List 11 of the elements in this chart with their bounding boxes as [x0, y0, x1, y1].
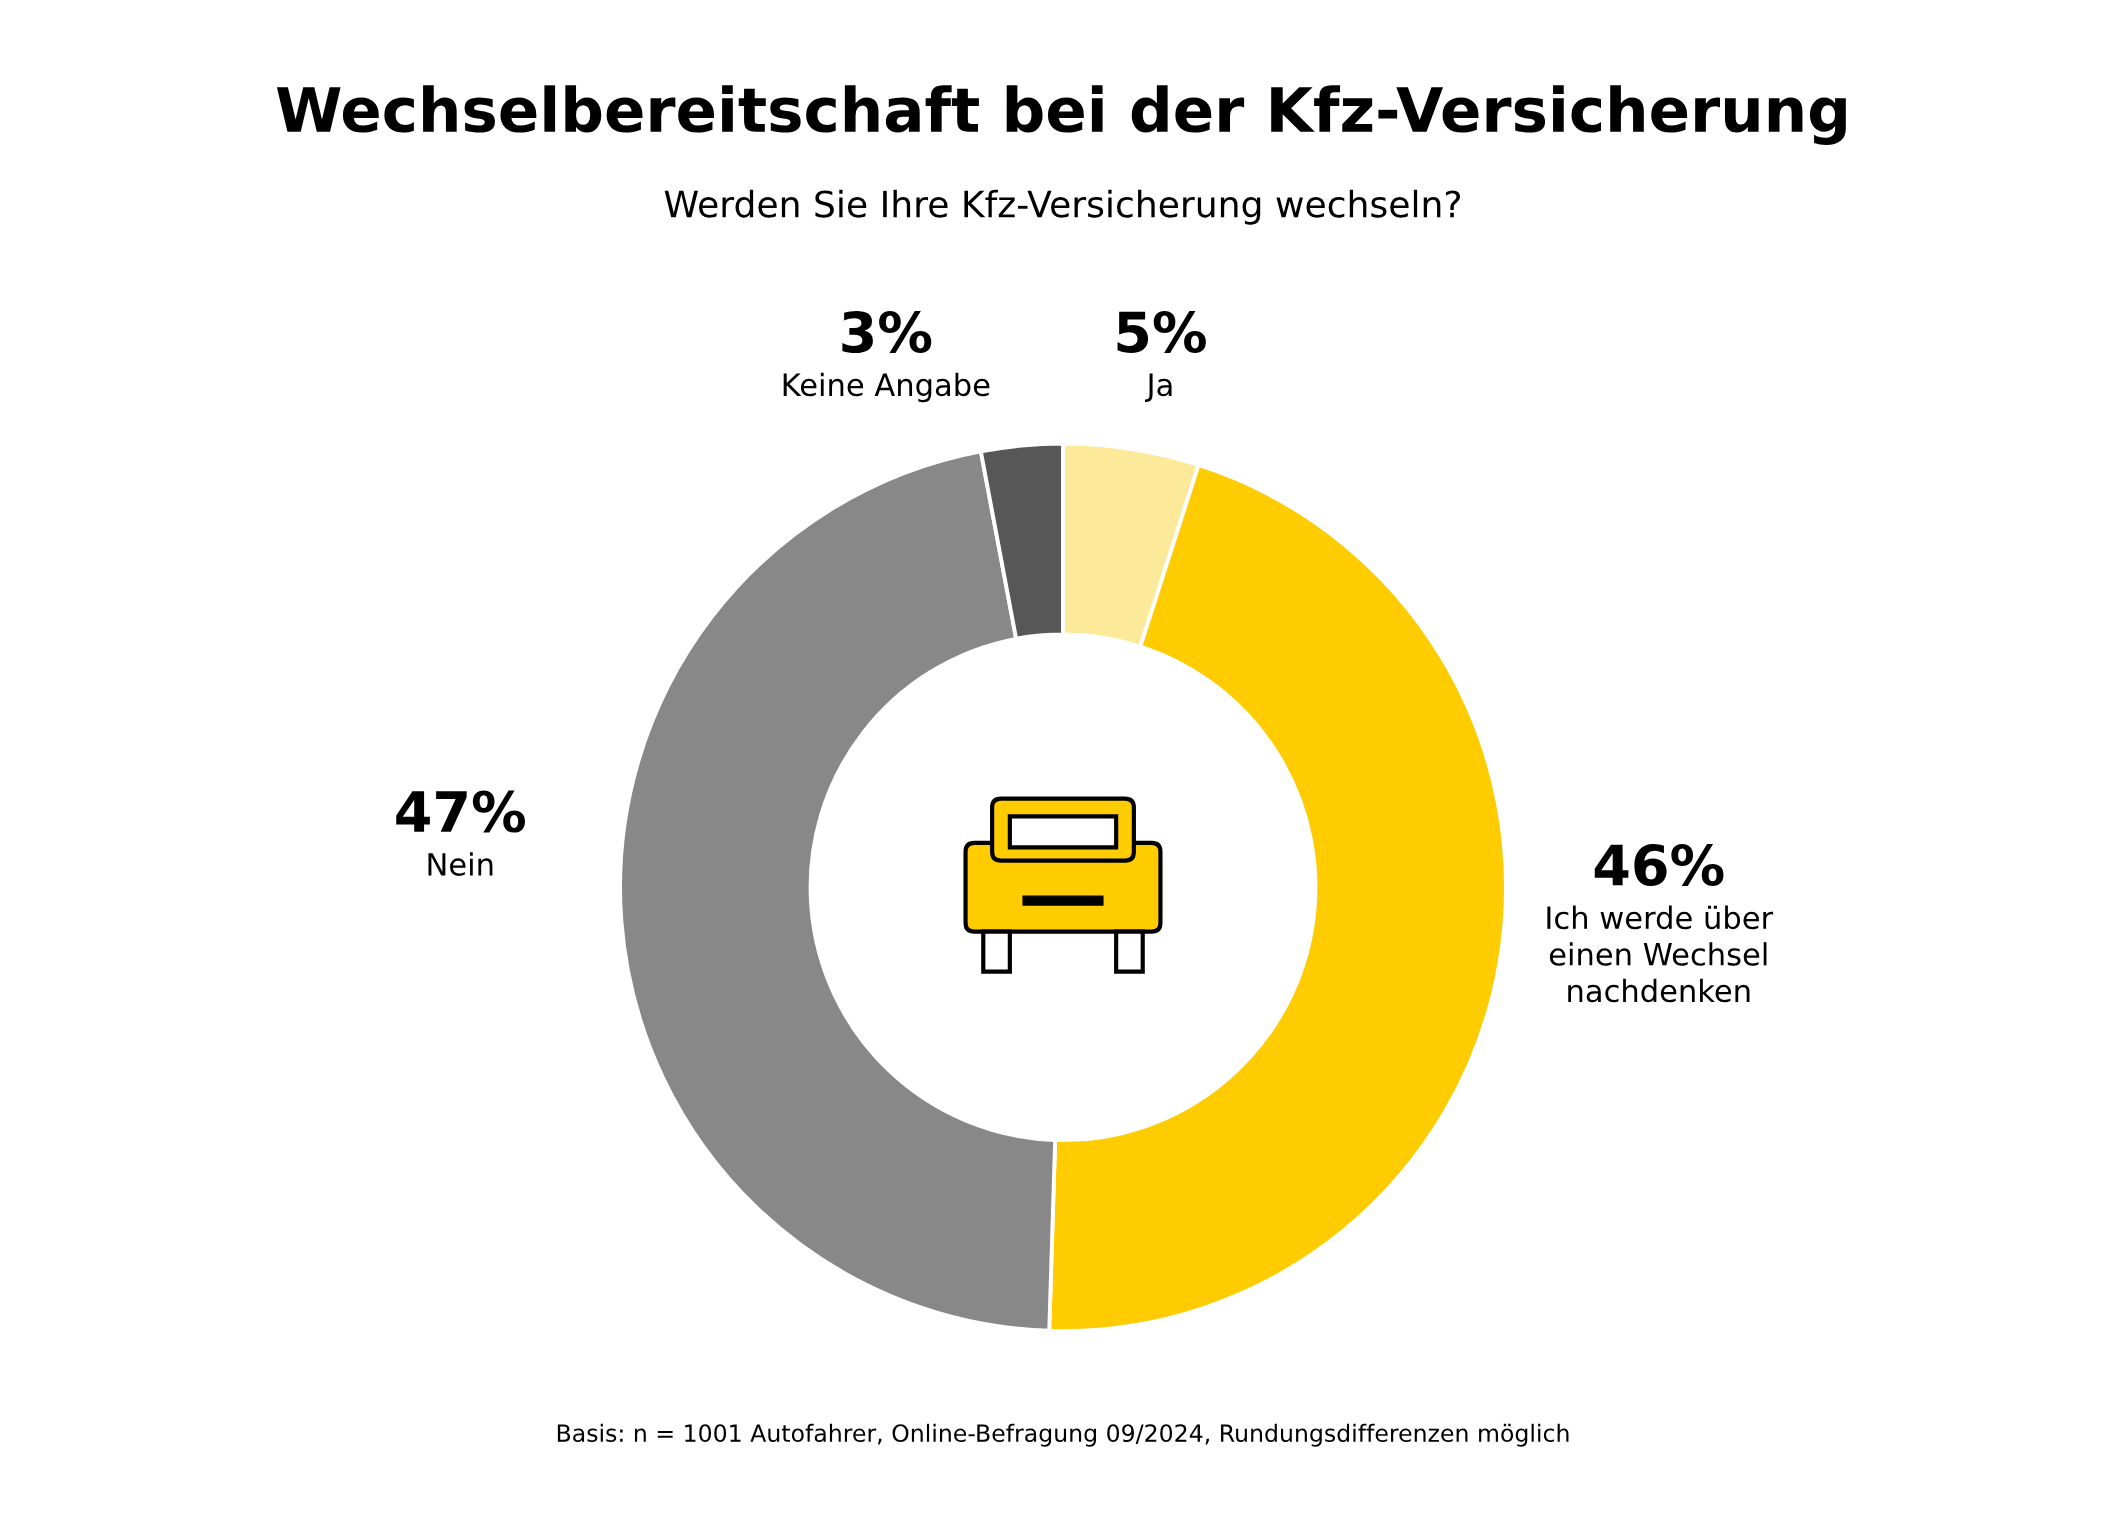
- chart-subtitle: Werden Sie Ihre Kfz-Versicherung wechseln?: [664, 189, 1461, 225]
- text: Basis: n = 1001 Autofahrer, Online-Befragung 09/2024, Rundungsdifferenzen möglich: [557, 1423, 1569, 1447]
- slice-label: Keine Angabe: [783, 372, 990, 403]
- slice-label: Ich werde über einen Wechsel nachdenken: [1547, 905, 1774, 1003]
- chart-title: Wechselbereitschaft bei der Kfz-Versicherung: [276, 85, 1846, 145]
- data-label: 3%: [842, 311, 932, 354]
- data-label: 5%: [1117, 311, 1206, 354]
- data-label: 47%: [396, 790, 525, 833]
- slice-label: Nein: [428, 852, 493, 876]
- data-label: 46%: [1594, 843, 1724, 886]
- slice-label: Ja: [1144, 373, 1172, 402]
